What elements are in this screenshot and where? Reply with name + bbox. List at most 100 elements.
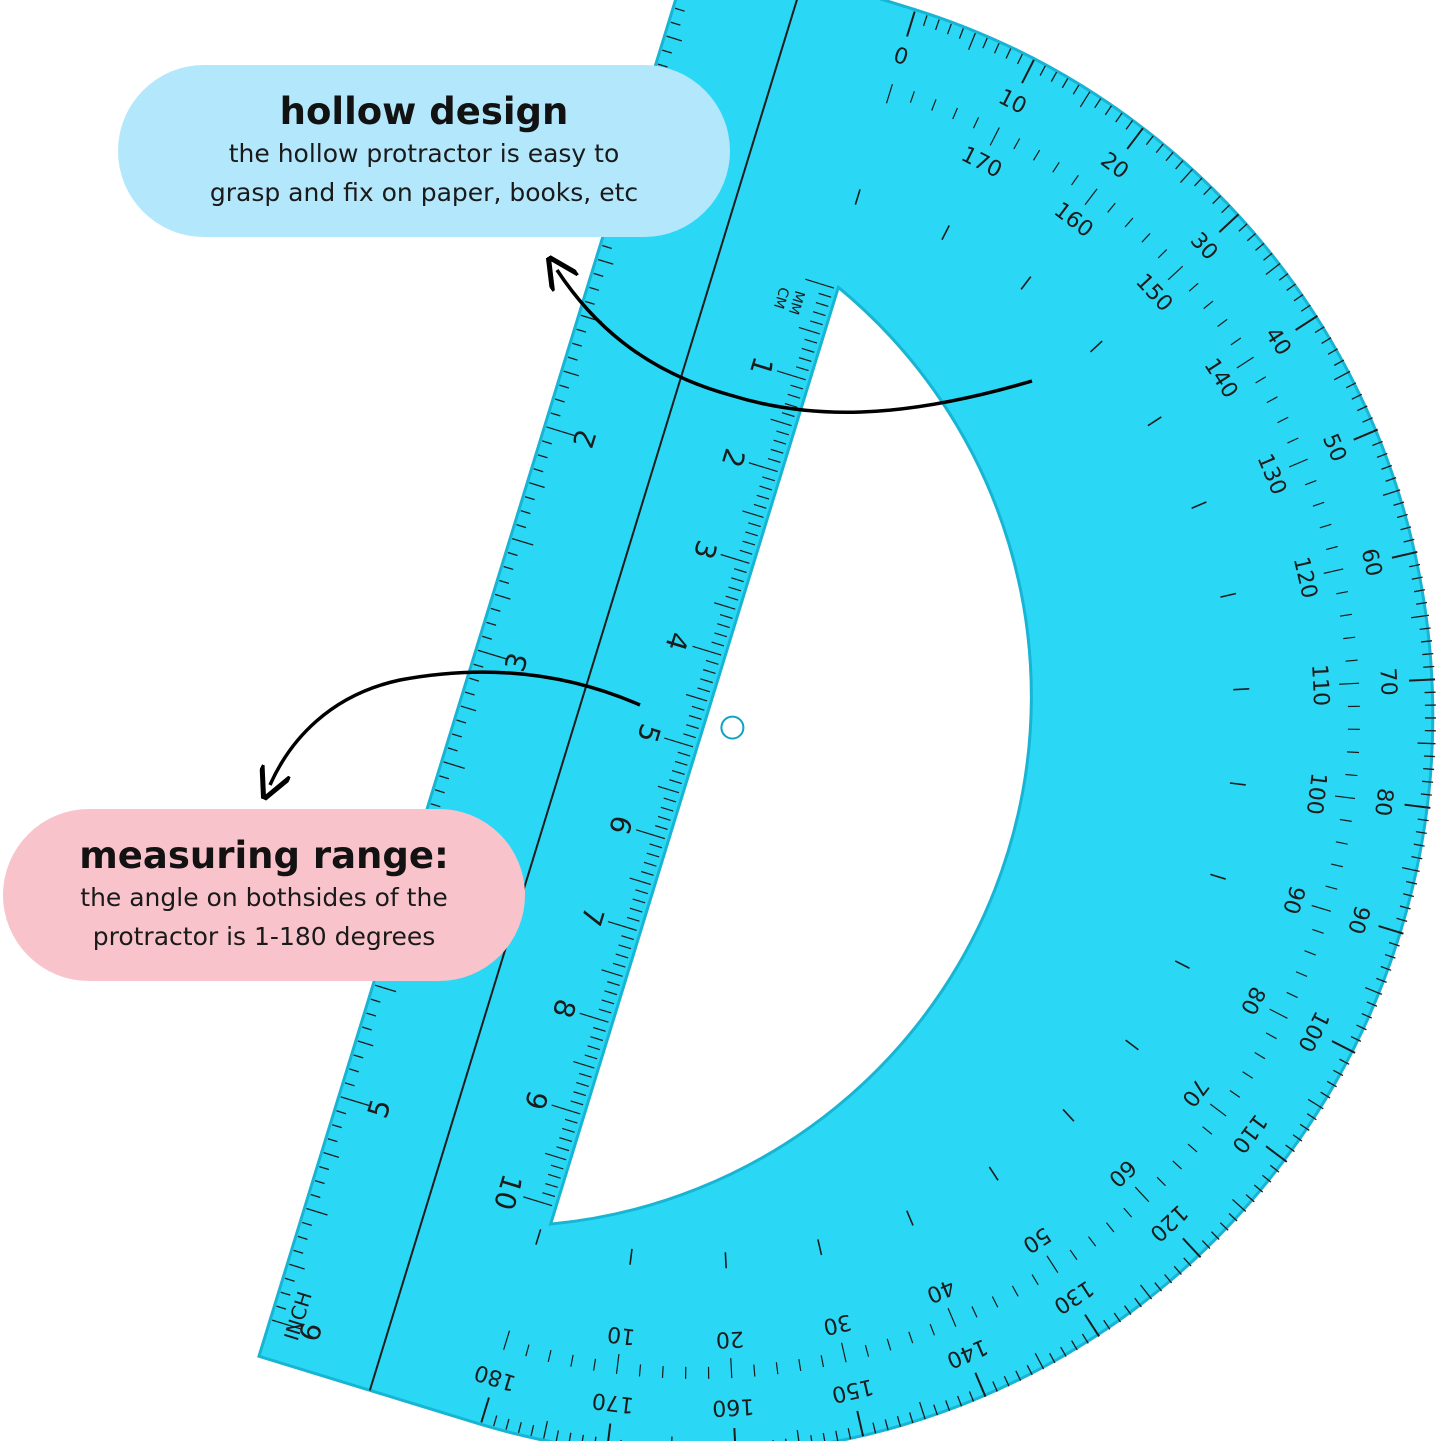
degree-tick — [1209, 1103, 1227, 1117]
ruler-center-line — [368, 0, 798, 1391]
degree-tick — [1179, 168, 1193, 184]
mm-tick — [683, 733, 697, 739]
degree-tick — [1069, 1249, 1078, 1261]
degree-tick — [1231, 1198, 1247, 1212]
inch-tick — [533, 468, 544, 473]
degree-tick — [1314, 326, 1325, 334]
mm-tick — [748, 522, 761, 528]
degree-tick — [909, 91, 915, 103]
degree-tick — [922, 15, 928, 27]
mm-tick — [612, 962, 626, 968]
degree-tick — [1325, 885, 1338, 890]
degree-tick — [1376, 452, 1388, 458]
degree-tick — [1287, 437, 1299, 444]
degree-tick — [1401, 866, 1420, 873]
outer-degree-label: 80 — [1369, 787, 1397, 818]
degree-tick — [1312, 501, 1325, 507]
degree-tick — [1416, 601, 1428, 605]
degree-tick — [593, 1358, 597, 1371]
mm-tick — [649, 843, 663, 849]
inch-tick — [589, 286, 600, 291]
measuring-range-title: measuring range: — [79, 834, 449, 877]
degree-tick — [1269, 1008, 1288, 1019]
degree-tick — [1415, 831, 1427, 835]
inch-tick — [314, 1179, 325, 1185]
outer-degree-label: 70 — [1374, 667, 1400, 696]
protractor-body — [257, 0, 1435, 1441]
mm-tick — [643, 861, 657, 867]
degree-tick — [1003, 1375, 1010, 1387]
degree-tick — [884, 1419, 889, 1431]
degree-tick — [854, 189, 861, 205]
degree-tick — [1255, 242, 1265, 251]
degree-tick — [1183, 1257, 1192, 1267]
inch-tick — [447, 747, 458, 752]
degree-tick — [1165, 151, 1174, 162]
degree-tick — [1417, 818, 1429, 822]
mm-tick — [742, 540, 756, 546]
inch-tick — [284, 1277, 295, 1282]
degree-tick — [1081, 1333, 1089, 1344]
inch-tick — [546, 426, 576, 437]
degree-tick — [1265, 1145, 1288, 1163]
degree-tick — [775, 1362, 779, 1375]
degree-tick — [847, 1428, 852, 1440]
degree-tick — [1089, 340, 1103, 353]
degree-tick — [974, 1372, 987, 1398]
mm-tick — [635, 889, 649, 895]
degree-tick — [1396, 513, 1408, 519]
degree-tick — [1218, 213, 1240, 233]
degree-tick — [1321, 337, 1332, 344]
degree-tick — [1125, 120, 1134, 130]
inner-degree-label: 20 — [715, 1325, 744, 1351]
degree-tick — [1327, 348, 1338, 355]
degree-tick — [1384, 953, 1396, 959]
degree-tick — [1094, 98, 1102, 109]
degree-tick — [1278, 273, 1289, 281]
mm-tick — [579, 1012, 609, 1023]
mm-tick — [784, 402, 798, 408]
inch-tick — [520, 510, 531, 515]
degree-tick — [1299, 1123, 1310, 1132]
degree-tick — [1049, 1352, 1056, 1364]
degree-tick — [909, 1412, 914, 1424]
degree-tick — [1123, 1207, 1133, 1218]
degree-tick — [971, 1306, 978, 1318]
degree-tick — [1345, 773, 1358, 777]
degree-tick — [1372, 440, 1383, 447]
degree-tick — [638, 1364, 642, 1377]
measuring-range-callout: measuring range: the angle on bothsides … — [3, 809, 525, 981]
hollow-design-callout: hollow design the hollow protractor is e… — [118, 65, 730, 237]
mm-tick — [523, 1196, 553, 1207]
degree-tick — [1353, 428, 1379, 441]
degree-tick — [1263, 252, 1273, 261]
degree-tick — [542, 1420, 549, 1439]
inch-tick — [674, 7, 685, 12]
inch-tick — [443, 761, 465, 769]
degree-tick — [1381, 464, 1393, 470]
degree-tick — [1125, 1039, 1139, 1051]
inch-tick — [576, 328, 587, 333]
inch-tick — [353, 1054, 364, 1059]
degree-tick — [989, 127, 1000, 146]
degree-tick — [1269, 1164, 1280, 1173]
degree-tick — [493, 1415, 498, 1427]
degree-tick — [1212, 195, 1221, 205]
inch-tick — [512, 537, 534, 546]
mm-tick — [720, 553, 750, 564]
degree-tick — [1046, 1255, 1059, 1273]
degree-tick — [991, 1296, 999, 1308]
degree-tick — [1333, 1069, 1344, 1077]
degree-tick — [1103, 1319, 1111, 1330]
inch-tick — [370, 998, 381, 1003]
degree-tick — [1391, 550, 1418, 559]
degree-tick — [1113, 1312, 1122, 1323]
degree-tick — [872, 1422, 877, 1434]
degree-tick — [1174, 960, 1190, 969]
mm-tick — [686, 724, 699, 730]
inch-tick — [361, 1026, 372, 1031]
degree-tick — [1411, 614, 1430, 619]
degree-tick — [929, 1323, 935, 1336]
degree-tick — [1411, 855, 1423, 860]
degree-tick — [581, 1434, 584, 1441]
